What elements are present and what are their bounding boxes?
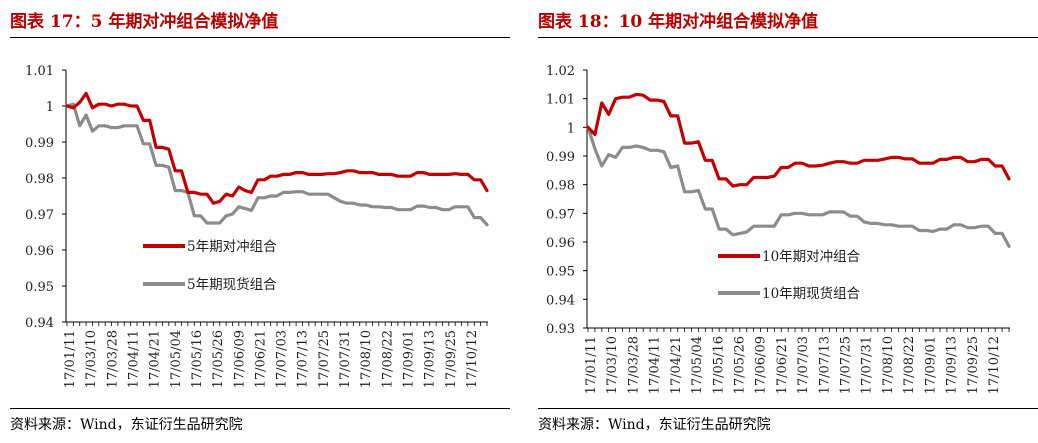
x-tick-label: 17/03/28 (105, 330, 120, 388)
x-tick-label: 17/09/25 (966, 336, 981, 394)
y-tick-label: 1.01 (546, 93, 575, 108)
x-tick-label: 17/08/22 (902, 336, 917, 394)
x-tick-label: 17/06/09 (754, 336, 769, 394)
x-tick-label: 17/04/11 (126, 330, 141, 388)
y-tick-label: 0.99 (546, 150, 575, 165)
x-tick-label: 17/05/26 (211, 330, 226, 388)
x-tick-label: 17/05/16 (190, 330, 205, 388)
y-tick-label: 0.97 (25, 208, 54, 223)
x-tick-label: 17/09/13 (945, 336, 960, 394)
title-divider (538, 37, 1038, 38)
series-line-spot (65, 102, 489, 227)
source-divider (10, 408, 510, 409)
x-tick-label: 17/05/16 (711, 336, 726, 394)
x-tick-label: 17/10/12 (987, 336, 1002, 394)
y-tick-label: 0.93 (546, 322, 575, 337)
y-tick-label: 0.96 (25, 244, 54, 259)
y-tick-label: 1 (46, 100, 54, 115)
legend-label: 10年期对冲组合 (762, 249, 861, 265)
y-tick-label: 1.01 (25, 64, 54, 79)
legend-label: 5年期对冲组合 (187, 239, 277, 255)
series-line-hedge (586, 92, 1011, 188)
chart-panel-17: 图表 17：5 年期对冲组合模拟净值 1.01 1 0.99 0.98 0.97 0.96… (0, 0, 510, 443)
net-value-chart-10y: 1.02 1.01 1 0.99 0.98 0.97 0.96 0.95 0.94 0.93 17/… (546, 64, 1011, 394)
x-tick-label: 17/07/13 (296, 330, 311, 388)
x-tick-label: 17/09/25 (444, 330, 459, 388)
x-tick-label: 17/04/21 (148, 330, 163, 388)
y-tick-label: 0.99 (25, 136, 54, 151)
x-tick-label: 17/09/13 (423, 330, 438, 388)
y-tick-label: 0.94 (25, 316, 54, 331)
y-tick-label: 0.98 (25, 172, 54, 187)
x-tick-label: 17/03/10 (84, 330, 99, 388)
title-divider (10, 37, 510, 38)
x-tick-label: 17/05/26 (732, 336, 747, 394)
source-note: 资料来源：Wind，东证衍生品研究院 (10, 417, 243, 433)
x-tick-label: 17/04/21 (669, 336, 684, 394)
y-tick-label: 1 (567, 121, 575, 136)
series-line-spot (586, 125, 1011, 248)
x-tick-label: 17/07/03 (796, 336, 811, 394)
y-tick-label: 1.02 (546, 64, 575, 79)
x-tick-label: 17/03/10 (605, 336, 620, 394)
legend-label: 10年期现货组合 (762, 285, 861, 302)
y-tick-label: 0.95 (25, 280, 54, 295)
x-tick-label: 17/08/10 (359, 330, 374, 388)
x-tick-label: 17/10/12 (465, 330, 480, 388)
chart-title: 图表 18：10 年期对冲组合模拟净值 (538, 12, 819, 32)
legend-label: 5年期现货组合 (187, 276, 277, 293)
x-tick-label: 17/06/21 (775, 336, 790, 394)
x-tick-label: 17/05/04 (690, 336, 705, 394)
x-tick-label: 17/04/11 (648, 336, 663, 394)
y-tick-label: 0.97 (546, 207, 575, 222)
x-tick-label: 17/09/01 (402, 330, 417, 388)
net-value-chart-5y: 1.01 1 0.99 0.98 0.97 0.96 0.95 0.94 17/01/11 17/… (25, 64, 489, 388)
x-tick-label: 17/08/22 (380, 330, 395, 388)
x-tick-label: 17/08/10 (881, 336, 896, 394)
y-tick-label: 0.98 (546, 179, 575, 194)
chart-title: 图表 17：5 年期对冲组合模拟净值 (10, 12, 279, 32)
x-tick-label: 17/05/04 (169, 330, 184, 388)
x-tick-label: 17/01/11 (63, 330, 78, 388)
y-tick-label: 0.94 (546, 293, 575, 308)
x-tick-label: 17/07/25 (839, 336, 854, 394)
x-tick-label: 17/03/28 (626, 336, 641, 394)
x-tick-label: 17/06/21 (253, 330, 268, 388)
x-tick-label: 17/07/25 (317, 330, 332, 388)
y-tick-label: 0.96 (546, 236, 575, 251)
x-tick-label: 17/07/03 (275, 330, 290, 388)
x-tick-label: 17/07/31 (338, 330, 353, 388)
source-divider (538, 408, 1038, 409)
x-tick-label: 17/01/11 (584, 336, 599, 394)
x-tick-label: 17/07/13 (817, 336, 832, 394)
y-tick-label: 0.95 (546, 265, 575, 280)
chart-panel-18: 图表 18：10 年期对冲组合模拟净值 1.02 1.01 1 0.99 0.98 0.9… (528, 0, 1038, 443)
source-note: 资料来源：Wind，东证衍生品研究院 (538, 417, 771, 433)
x-tick-label: 17/09/01 (923, 336, 938, 394)
series-line-hedge (65, 91, 489, 205)
x-tick-label: 17/06/09 (232, 330, 247, 388)
x-tick-label: 17/07/31 (860, 336, 875, 394)
